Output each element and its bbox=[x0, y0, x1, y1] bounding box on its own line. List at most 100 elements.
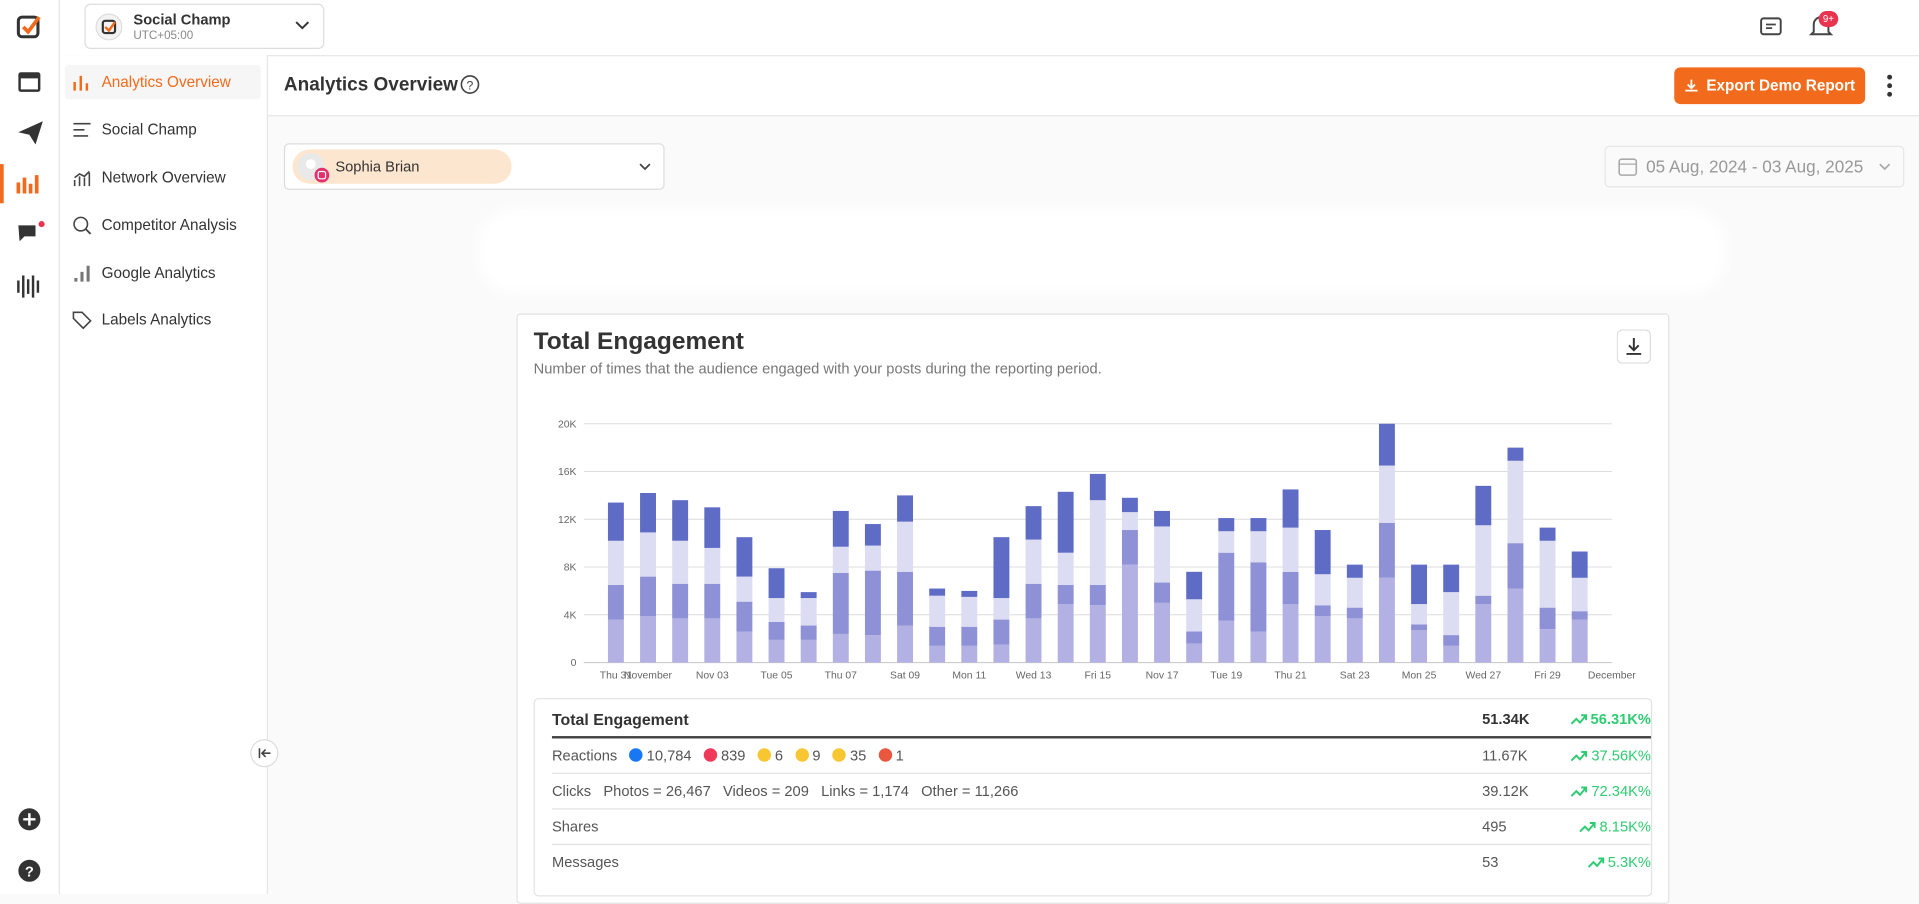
summary-header: Total Engagement 51.34K 56.31K% bbox=[551, 702, 1651, 739]
bar-segment bbox=[1314, 615, 1331, 663]
x-tick-label: Fri 29 bbox=[1534, 670, 1561, 681]
bar-segment bbox=[768, 568, 785, 599]
bar-segment bbox=[607, 540, 624, 585]
row-label: Clicks bbox=[551, 782, 592, 800]
blurred-area bbox=[477, 208, 1726, 294]
bar-segment bbox=[736, 537, 753, 577]
date-range: 05 Aug, 2024 - 03 Aug, 2025 bbox=[1646, 156, 1864, 177]
card-subtitle: Number of times that the audience engage… bbox=[533, 360, 1102, 378]
x-tick-label: Wed 13 bbox=[1016, 670, 1052, 681]
bar-segment bbox=[672, 540, 689, 584]
more-menu[interactable] bbox=[1881, 73, 1898, 100]
bar-segment bbox=[929, 626, 946, 646]
compose-icon[interactable] bbox=[1759, 13, 1786, 40]
x-tick-label: Tue 19 bbox=[1210, 670, 1242, 681]
profile-select[interactable]: Sophia Brian bbox=[283, 143, 665, 190]
bar-segment bbox=[832, 573, 849, 634]
summary-row: Messages 53 5.3K% bbox=[552, 845, 1651, 879]
inbox-icon[interactable] bbox=[16, 220, 45, 249]
bar-segment bbox=[897, 625, 913, 663]
bar-segment bbox=[1218, 620, 1235, 663]
bar-segment bbox=[1089, 473, 1106, 501]
bar-segment bbox=[1186, 571, 1203, 600]
bar-segment bbox=[1186, 599, 1203, 632]
analytics-icon[interactable] bbox=[16, 169, 43, 196]
y-tick-label: 16K bbox=[558, 467, 577, 478]
nav-icon bbox=[73, 216, 92, 235]
nav-item[interactable]: Social Champ bbox=[72, 120, 197, 140]
bar-segment bbox=[672, 618, 689, 663]
bar-segment bbox=[1250, 562, 1267, 632]
bar-segment bbox=[1539, 607, 1556, 630]
bar-segment bbox=[864, 524, 881, 546]
profile-avatar bbox=[297, 153, 330, 183]
y-tick-label: 0 bbox=[571, 658, 577, 669]
nav-icon bbox=[73, 75, 89, 91]
reaction: 1 bbox=[878, 747, 904, 764]
trend-icon bbox=[1587, 857, 1604, 868]
row-label: Shares bbox=[551, 818, 599, 836]
row-label: Messages bbox=[551, 853, 619, 871]
bar-segment bbox=[993, 537, 1010, 599]
bar-segment bbox=[1507, 543, 1524, 589]
bar-segment bbox=[640, 615, 656, 663]
x-tick-label: Thu 07 bbox=[825, 670, 858, 681]
help-icon[interactable]: ? bbox=[17, 859, 41, 883]
nav-icon bbox=[73, 122, 91, 137]
reaction: 839 bbox=[703, 747, 746, 765]
nav-item[interactable]: Labels Analytics bbox=[72, 310, 211, 330]
bar-segment bbox=[1057, 491, 1074, 553]
nav-item[interactable]: Analytics Overview bbox=[72, 72, 231, 92]
nav-active-bg bbox=[64, 64, 261, 100]
bar-segment bbox=[1411, 564, 1428, 605]
x-tick-label: Sat 23 bbox=[1340, 670, 1370, 681]
calendar-icon bbox=[1618, 158, 1638, 176]
export-button[interactable]: Export Demo Report bbox=[1674, 67, 1866, 105]
listening-icon[interactable] bbox=[16, 273, 43, 300]
top-bar: Social Champ UTC+05:00 9+ bbox=[59, 0, 1919, 57]
account-switcher[interactable]: Social Champ UTC+05:00 bbox=[84, 3, 325, 49]
y-tick-label: 12K bbox=[558, 515, 577, 526]
chevron bbox=[639, 163, 651, 171]
download-icon bbox=[1685, 79, 1698, 92]
chevron bbox=[1879, 163, 1891, 171]
bar-segment bbox=[1250, 531, 1267, 563]
x-tick-label: Wed 27 bbox=[1466, 670, 1502, 681]
bar-segment bbox=[640, 493, 656, 533]
help-icon[interactable]: ? bbox=[460, 75, 482, 97]
nav-item[interactable]: Competitor Analysis bbox=[72, 216, 237, 236]
summary-row: Reactions 10,784 839 6 9 35 1 11.67K 37.… bbox=[551, 738, 1651, 775]
summary-title: Total Engagement bbox=[551, 709, 689, 729]
bar-segment bbox=[1571, 611, 1588, 620]
reaction-count: 839 bbox=[720, 747, 746, 765]
nav-item[interactable]: Network Overview bbox=[72, 168, 226, 188]
bar-segment bbox=[1121, 497, 1138, 513]
bar-segment bbox=[607, 502, 624, 541]
date-range-picker[interactable]: 05 Aug, 2024 - 03 Aug, 2025 bbox=[1604, 145, 1905, 188]
bar-segment bbox=[704, 618, 721, 663]
row-value: 39.12K bbox=[1482, 782, 1529, 800]
bar-segment bbox=[832, 633, 849, 663]
download-button[interactable] bbox=[1616, 329, 1651, 364]
bar-segment bbox=[1475, 604, 1492, 663]
bar-segment bbox=[768, 639, 785, 663]
bar-segment bbox=[768, 621, 785, 640]
click-detail: Videos = 209 bbox=[722, 782, 809, 800]
bar-segment bbox=[1282, 489, 1299, 528]
bar-segment bbox=[1121, 564, 1138, 663]
publish-icon[interactable] bbox=[17, 119, 44, 146]
nav-icon bbox=[74, 265, 90, 282]
add-icon[interactable] bbox=[17, 807, 41, 831]
bar-segment bbox=[1378, 522, 1395, 578]
bar-segment bbox=[1282, 527, 1299, 572]
collapse-button[interactable] bbox=[250, 738, 279, 768]
bar-segment bbox=[897, 495, 913, 522]
bar-segment bbox=[1314, 530, 1331, 575]
row-change: 37.56K% bbox=[1571, 747, 1651, 764]
calendar-icon[interactable] bbox=[17, 69, 41, 93]
nav-item[interactable]: Google Analytics bbox=[72, 263, 216, 283]
bar-segment bbox=[640, 576, 656, 616]
bar-segment bbox=[1282, 571, 1299, 605]
